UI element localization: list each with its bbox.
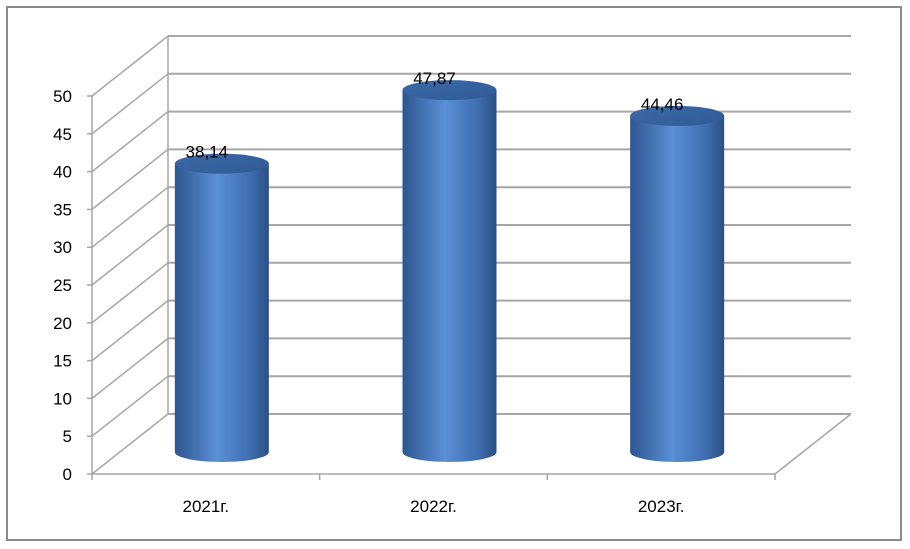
side-gridline [91,111,169,173]
side-gridline [91,413,169,475]
cylinder-bar [174,153,269,462]
y-tick-label: 40 [53,163,72,182]
cylinder-bar [630,105,725,463]
bars [174,80,725,463]
y-tick-label: 0 [63,465,72,484]
data-label: 47,87 [413,69,456,88]
x-tick-label: 2021г. [182,497,229,516]
y-tick-label: 35 [53,200,72,219]
side-gridline [91,375,169,437]
cylinder-bar [402,80,497,463]
side-gridline [91,148,169,210]
side-gridline [91,35,169,97]
y-tick-label: 45 [53,125,72,144]
side-gridline [91,337,169,399]
chart-frame [6,6,902,541]
side-gridline [91,300,169,362]
side-gridline [91,224,169,286]
bar-top [402,80,497,101]
y-tick-label: 10 [53,389,72,408]
floor-right-edge [774,413,852,475]
bar-body [630,115,725,463]
y-tick-label: 20 [53,314,72,333]
data-label: 38,14 [186,143,229,162]
y-tick-label: 50 [53,87,72,106]
axes [87,95,776,480]
data-label: 44,46 [641,95,684,114]
side-gridline [91,186,169,248]
bar-top [630,105,725,126]
y-tick-label: 5 [63,427,72,446]
gridlines [91,35,852,475]
x-tick-label: 2022г. [410,497,457,516]
labels: 0 5 10 15 20 25 30 35 40 45 50 38,14 2021г. 47,87 2022… [53,69,684,516]
y-tick-label: 25 [53,276,72,295]
bar-top [174,153,269,174]
bar-body [174,163,269,462]
side-gridline [91,262,169,324]
bar-body [402,90,497,463]
x-tick-label: 2023г. [638,497,685,516]
y-tick-label: 15 [53,352,72,371]
y-tick-label: 30 [53,238,72,257]
side-gridline [91,73,169,135]
